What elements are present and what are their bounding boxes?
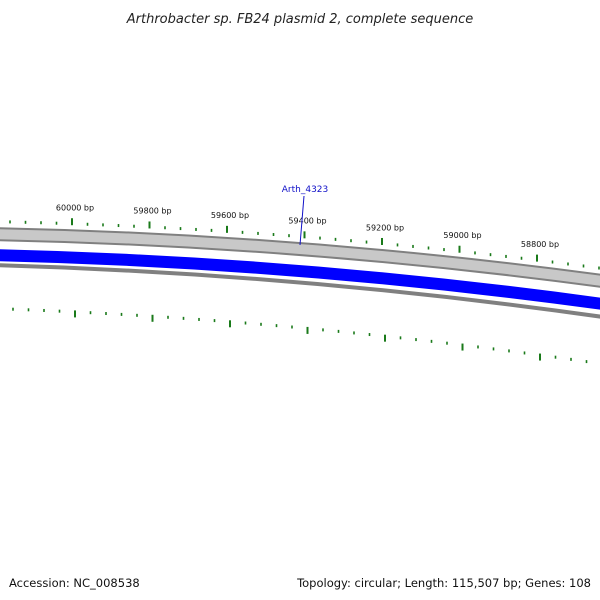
accession-text: Accession: NC_008538: [9, 576, 140, 590]
map-title: Arthrobacter sp. FB24 plasmid 2, complet…: [126, 12, 473, 27]
gene-track: [0, 249, 600, 310]
bp-tick-label: 58800 bp: [521, 240, 559, 249]
bp-scale-ticks-outer: [9, 218, 600, 270]
gene-leader-line: [299, 195, 305, 246]
backbone-inner-line: [0, 263, 600, 319]
bp-scale-ticks-inner: [12, 307, 588, 364]
bp-tick-label: 59200 bp: [366, 223, 404, 232]
summary-text: Topology: circular; Length: 115,507 bp; …: [297, 576, 591, 590]
bp-tick-label: 59800 bp: [133, 207, 171, 216]
gene-callout[interactable]: Arth_4323: [282, 185, 329, 246]
bp-tick-label: 59600 bp: [211, 211, 249, 220]
sequence-backbone: [0, 227, 600, 319]
bp-tick-label: 59400 bp: [288, 217, 326, 226]
bp-tick-label: 60000 bp: [56, 203, 94, 212]
bp-scale-labels: 60000 bp 59800 bp 59600 bp 59400 bp 59200 bp…: [56, 203, 559, 249]
backbone-outer-fill: [0, 229, 600, 286]
bp-tick-label: 59000 bp: [443, 231, 481, 240]
gene-label[interactable]: Arth_4323: [282, 185, 329, 195]
